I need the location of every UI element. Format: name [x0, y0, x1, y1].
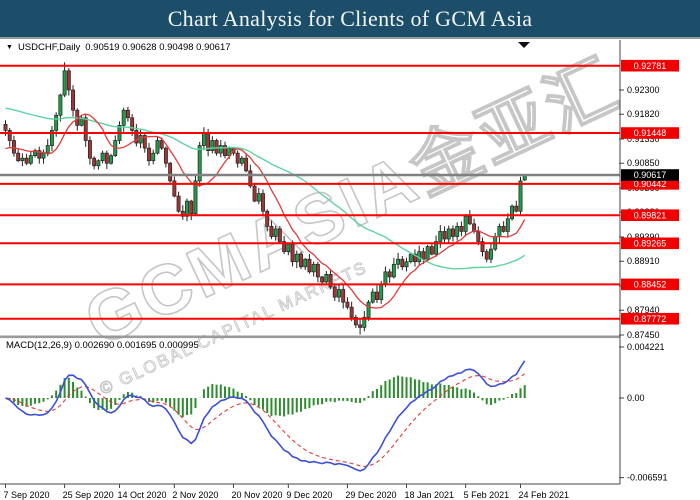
svg-text:0.90850: 0.90850	[627, 158, 660, 168]
symbol-timeframe-label: USDCHF,Daily	[17, 42, 81, 53]
svg-text:0.91448: 0.91448	[634, 128, 667, 138]
svg-text:25 Sep 2020: 25 Sep 2020	[63, 490, 114, 500]
price-lines	[0, 64, 620, 320]
svg-text:0.91820: 0.91820	[627, 109, 660, 119]
price-labels: 0.92781 0.91448 0.90442 0.89821 0.89265 0.884…	[621, 59, 679, 325]
title-bar: Chart Analysis for Clients of GCM Asia	[0, 0, 700, 37]
svg-text:0.00: 0.00	[627, 393, 645, 403]
svg-text:0.90617: 0.90617	[634, 170, 667, 180]
svg-text:5 Feb 2021: 5 Feb 2021	[464, 490, 510, 500]
svg-text:0.92300: 0.92300	[627, 85, 660, 95]
svg-text:14 Oct 2020: 14 Oct 2020	[117, 490, 166, 500]
svg-text:20 Nov 2020: 20 Nov 2020	[231, 490, 282, 500]
svg-text:0.87772: 0.87772	[634, 314, 667, 324]
svg-text:0.88910: 0.88910	[627, 256, 660, 266]
svg-text:-0.006591: -0.006591	[627, 473, 668, 483]
ohlc-values: 0.90519 0.90628 0.90498 0.90617	[85, 42, 231, 53]
date-axis: 7 Sep 2020 25 Sep 2020 14 Oct 2020 2 Nov 20…	[4, 484, 570, 500]
chart-shift-icon	[518, 42, 530, 48]
svg-text:0.004221: 0.004221	[627, 342, 665, 352]
symbol-header[interactable]: ▼ USDCHF,Daily 0.90519 0.90628 0.90498 0…	[6, 42, 231, 53]
svg-text:0.89390: 0.89390	[627, 232, 660, 242]
macd-layer	[5, 360, 526, 472]
svg-text:24 Feb 2021: 24 Feb 2021	[519, 490, 570, 500]
macd-indicator-label: MACD(12,26,9) 0.002690 0.001695 0.000995	[6, 340, 199, 351]
svg-text:0.89821: 0.89821	[634, 210, 667, 220]
svg-text:9 Dec 2020: 9 Dec 2020	[286, 490, 332, 500]
svg-text:0.88452: 0.88452	[634, 280, 667, 290]
svg-text:0.89265: 0.89265	[634, 239, 667, 249]
svg-text:0.90442: 0.90442	[634, 179, 667, 189]
svg-text:18 Jan 2021: 18 Jan 2021	[405, 490, 455, 500]
chart-window[interactable]: ▼ USDCHF,Daily 0.90519 0.90628 0.90498 0…	[0, 37, 700, 500]
svg-text:0.92781: 0.92781	[634, 61, 667, 71]
svg-text:0.87940: 0.87940	[627, 305, 660, 315]
chevron-down-icon[interactable]: ▼	[6, 44, 13, 51]
price-chart-canvas[interactable]: GCMASIA金亚汇© GLOBAL CAPITAL MARKETS0.9230…	[0, 39, 700, 500]
svg-text:2 Nov 2020: 2 Nov 2020	[172, 490, 218, 500]
svg-text:0.87450: 0.87450	[627, 330, 660, 340]
candles-layer	[3, 62, 527, 335]
page-title: Chart Analysis for Clients of GCM Asia	[167, 5, 533, 31]
svg-text:0.91330: 0.91330	[627, 134, 660, 144]
svg-text:7 Sep 2020: 7 Sep 2020	[4, 490, 50, 500]
svg-text:29 Dec 2020: 29 Dec 2020	[345, 490, 396, 500]
moving-averages	[5, 107, 526, 309]
macd-axis: 0.004221 0.00 -0.006591	[619, 342, 668, 483]
